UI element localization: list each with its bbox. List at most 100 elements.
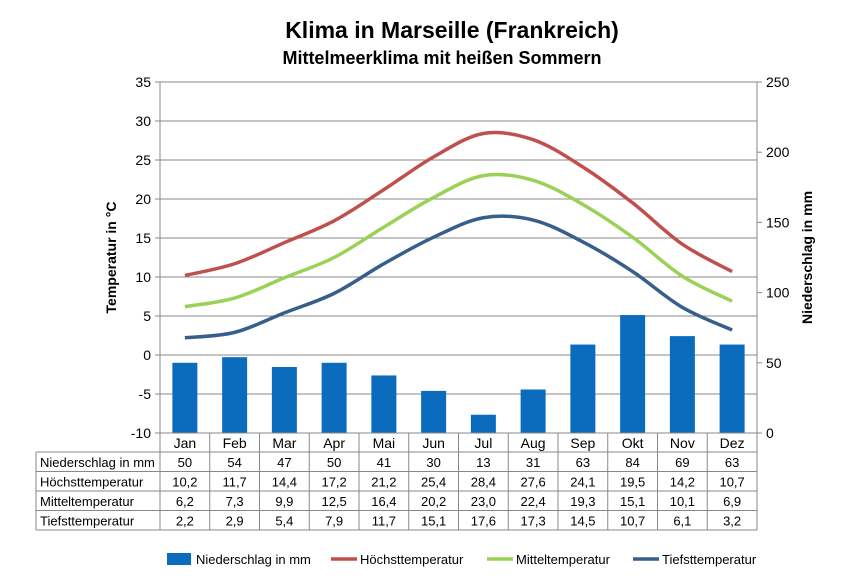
table-cell: 21,2: [371, 475, 396, 490]
series-line: [184, 130, 733, 278]
table-cell: 20,2: [421, 494, 446, 509]
table-cell: 50: [327, 455, 341, 470]
category-label: Mar: [272, 435, 296, 451]
chart-title: Klima in Marseille (Frankreich): [285, 17, 619, 43]
table-cell: 17,3: [520, 514, 545, 529]
left-tick-label: -5: [139, 386, 152, 402]
category-label: Jun: [422, 435, 445, 451]
right-tick-label: 200: [766, 144, 790, 160]
table-cell: 10,2: [172, 475, 197, 490]
table-cell: 13: [476, 455, 490, 470]
precipitation-bar: [421, 390, 447, 433]
table-cell: 16,4: [371, 494, 396, 509]
series-line: [184, 214, 733, 340]
precipitation-bar: [520, 389, 546, 433]
y-axis-left-label: Temperatur in °C: [103, 202, 119, 314]
legend-label: Tiefsttemperatur: [662, 552, 757, 567]
precipitation-bar: [620, 315, 646, 433]
table-cell: 2,2: [176, 514, 194, 529]
precipitation-bar: [271, 367, 297, 433]
left-tick-label: 30: [135, 113, 151, 129]
table-cell: 84: [625, 455, 639, 470]
precipitation-bar: [719, 344, 745, 433]
left-tick-label: 5: [143, 308, 151, 324]
table-cell: 15,1: [421, 514, 446, 529]
right-tick-label: 250: [766, 74, 790, 90]
category-label: Apr: [323, 435, 345, 451]
precipitation-bars: [172, 315, 745, 433]
table-cell: 22,4: [520, 494, 545, 509]
left-tick-label: 10: [135, 269, 151, 285]
table-cell: 19,3: [570, 494, 595, 509]
category-label: Aug: [521, 435, 546, 451]
category-label: Dez: [720, 435, 745, 451]
legend-label: Niederschlag in mm: [196, 552, 311, 567]
right-tick-label: 100: [766, 285, 790, 301]
chart-subtitle: Mittelmeerklima mit heißen Sommern: [282, 48, 601, 68]
table-cell: 6,1: [673, 514, 691, 529]
table-cell: 17,6: [471, 514, 496, 529]
table-cell: 14,2: [670, 475, 695, 490]
category-label: Feb: [223, 435, 247, 451]
table-cell: 3,2: [723, 514, 741, 529]
table-cell: 11,7: [222, 475, 246, 490]
table-cell: 12,5: [321, 494, 346, 509]
left-tick-label: 20: [135, 191, 151, 207]
table-cell: 9,9: [275, 494, 293, 509]
table-cell: 6,2: [176, 494, 194, 509]
legend-label: Höchsttemperatur: [360, 552, 464, 567]
table-cell: 14,4: [272, 475, 297, 490]
category-label: Mai: [373, 435, 396, 451]
category-label: Jan: [174, 435, 197, 451]
table-cell: 47: [277, 455, 291, 470]
table-row-header: Höchsttemperatur: [40, 475, 144, 490]
table-cell: 30: [426, 455, 440, 470]
precipitation-bar: [222, 357, 248, 433]
left-tick-label: 0: [143, 347, 151, 363]
precipitation-bar: [172, 362, 198, 433]
left-tick-label: 25: [135, 152, 151, 168]
right-tick-label: 50: [766, 355, 782, 371]
legend-label: Mitteltemperatur: [516, 552, 611, 567]
precipitation-bar: [470, 414, 496, 433]
right-tick-label: 150: [766, 214, 790, 230]
table-cell: 5,4: [275, 514, 293, 529]
left-tick-label: -10: [131, 425, 151, 441]
table-cell: 15,1: [620, 494, 645, 509]
table-cell: 7,9: [325, 514, 343, 529]
table-cell: 10,7: [620, 514, 645, 529]
table-cell: 6,9: [723, 494, 741, 509]
table-cell: 19,5: [620, 475, 645, 490]
table-cell: 24,1: [570, 475, 595, 490]
table-row-header: Tiefsttemperatur: [40, 514, 135, 529]
table-cell: 27,6: [520, 475, 545, 490]
category-label: Okt: [622, 435, 644, 451]
left-tick-label: 15: [135, 230, 151, 246]
category-label: Sep: [570, 435, 595, 451]
table-row-header: Niederschlag in mm: [40, 455, 155, 470]
precipitation-bar: [570, 344, 596, 433]
table-cell: 54: [227, 455, 241, 470]
table-cell: 63: [725, 455, 739, 470]
left-tick-label: 35: [135, 74, 151, 90]
table-cell: 14,5: [570, 514, 595, 529]
category-label: Jul: [474, 435, 492, 451]
table-cell: 41: [377, 455, 391, 470]
table-cell: 10,1: [670, 494, 695, 509]
right-tick-label: 0: [766, 425, 774, 441]
table-cell: 69: [675, 455, 689, 470]
table-cell: 2,9: [226, 514, 244, 529]
table-cell: 28,4: [471, 475, 496, 490]
table-cell: 10,7: [719, 475, 744, 490]
table-cell: 23,0: [471, 494, 496, 509]
axes: 35302520151050-5-10250200150100500Temper…: [103, 74, 815, 441]
table-cell: 11,7: [372, 514, 396, 529]
table-cell: 63: [576, 455, 590, 470]
legend-swatch: [167, 553, 191, 565]
table-cell: 50: [178, 455, 192, 470]
legend: Niederschlag in mm Höchsttemperatur Mittel…: [167, 552, 757, 567]
temperature-lines: [184, 130, 733, 340]
table-row-header: Mitteltemperatur: [40, 494, 135, 509]
precipitation-bar: [371, 375, 397, 433]
